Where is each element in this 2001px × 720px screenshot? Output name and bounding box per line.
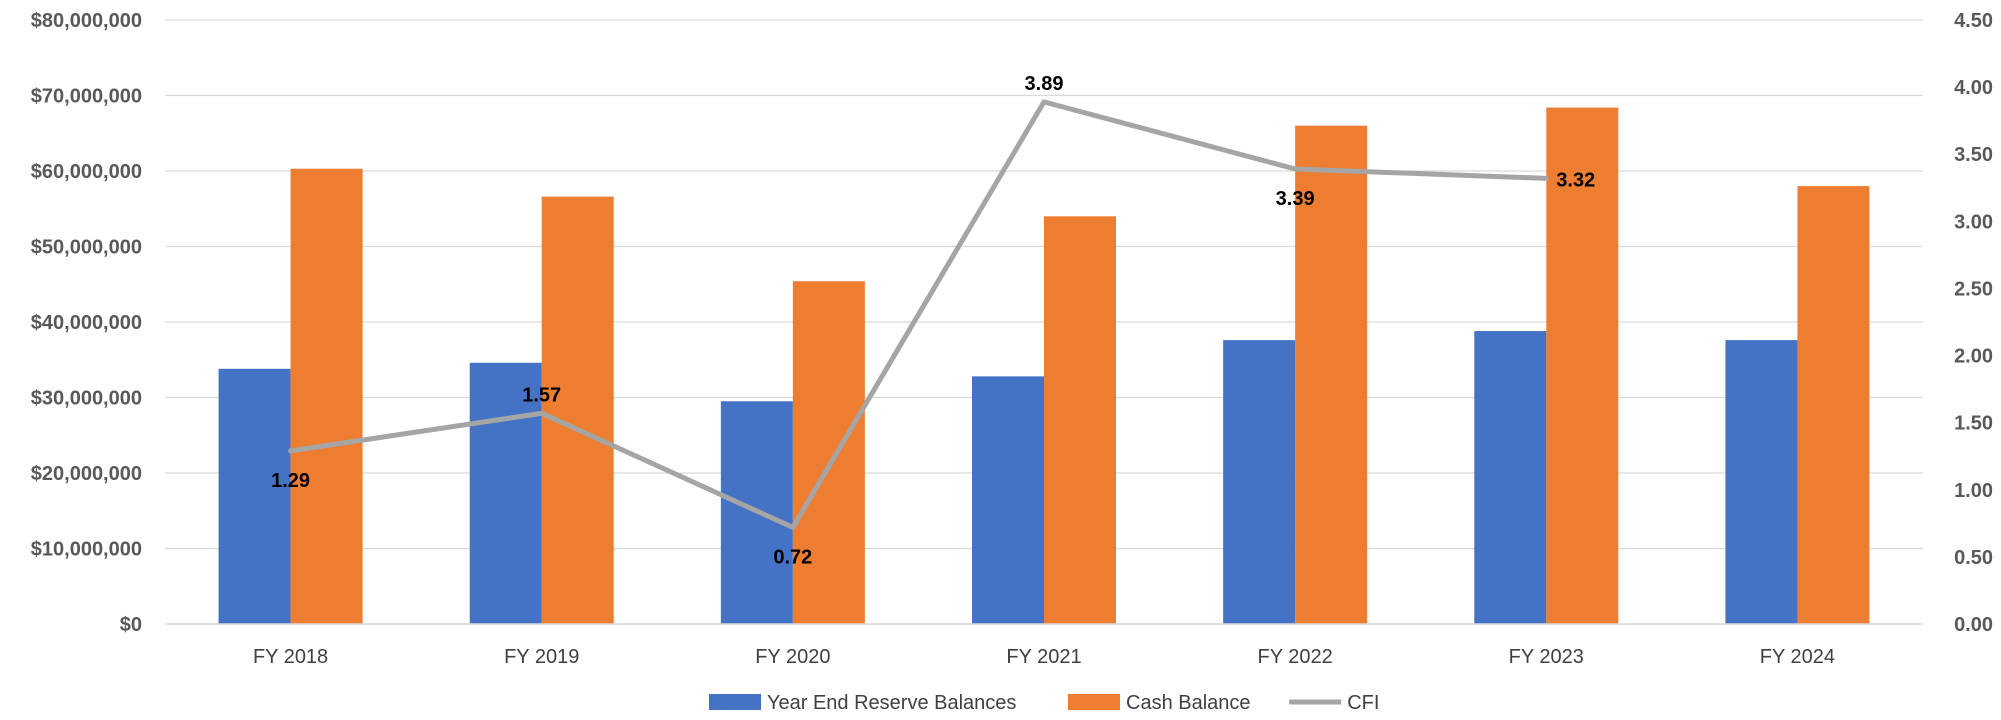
right-tick-label: 0.00 (1954, 614, 1993, 636)
legend-label: Cash Balance (1126, 692, 1251, 714)
right-tick-label: 4.00 (1954, 77, 1993, 99)
right-tick-label: 1.00 (1954, 480, 1993, 502)
legend-swatch-cash (1068, 694, 1120, 710)
cash-balance-bar (1546, 107, 1619, 624)
left-tick-label: $10,000,000 (31, 539, 142, 561)
legend-label: Year End Reserve Balances (767, 692, 1016, 714)
x-tick-label: FY 2022 (1258, 646, 1333, 668)
right-tick-label: 0.50 (1954, 547, 1993, 569)
x-tick-label: FY 2020 (755, 646, 830, 668)
x-axis-ticks: FY 2018 FY 2019 FY 2020 FY 2021 FY 2022 FY 20… (253, 646, 1835, 668)
bar-series (218, 107, 1870, 625)
x-tick-label: FY 2023 (1509, 646, 1584, 668)
reserve-balance-bar (469, 362, 542, 624)
right-tick-label: 2.50 (1954, 278, 1993, 300)
line-data-labels: 1.29 1.57 0.72 3.89 3.39 3.32 (271, 73, 1595, 568)
right-tick-label: 2.00 (1954, 346, 1993, 368)
cash-balance-bar (1295, 125, 1368, 624)
legend-label: CFI (1347, 692, 1379, 714)
line-series (288, 99, 1549, 530)
legend: Year End Reserve Balances Cash Balance CFI (709, 692, 1379, 714)
cash-balance-bar (290, 168, 363, 625)
cfi-line (288, 99, 1549, 530)
cash-balance-bar (1044, 216, 1116, 625)
cash-balance-bar (1797, 186, 1870, 624)
x-tick-label: FY 2019 (504, 646, 579, 668)
cfi-data-label: 1.57 (522, 384, 561, 406)
left-tick-label: $70,000,000 (31, 86, 142, 108)
left-axis-ticks: $0 $10,000,000 $20,000,000 $30,000,000 $40,0… (31, 10, 142, 636)
cash-balance-bar (792, 281, 865, 624)
x-tick-label: FY 2021 (1006, 646, 1081, 668)
cfi-data-label: 1.29 (271, 470, 310, 492)
reserve-balance-bar (972, 376, 1044, 624)
left-tick-label: $30,000,000 (31, 388, 142, 410)
left-tick-label: $20,000,000 (31, 463, 142, 485)
left-tick-label: $0 (120, 614, 142, 636)
reserve-balance-bar (1725, 340, 1798, 624)
left-tick-label: $40,000,000 (31, 312, 142, 334)
left-tick-label: $60,000,000 (31, 161, 142, 183)
reserve-balance-bar (1223, 340, 1296, 624)
left-tick-label: $80,000,000 (31, 10, 142, 32)
right-tick-label: 3.00 (1954, 211, 1993, 233)
right-tick-label: 1.50 (1954, 413, 1993, 435)
left-tick-label: $50,000,000 (31, 237, 142, 259)
reserve-balance-bar (218, 368, 291, 624)
x-tick-label: FY 2024 (1760, 646, 1835, 668)
cfi-data-label: 3.39 (1276, 188, 1315, 210)
cfi-data-label: 3.32 (1556, 169, 1595, 191)
cfi-data-label: 3.89 (1025, 73, 1064, 95)
cash-balance-bar (541, 196, 614, 625)
reserve-balance-bar (1474, 331, 1547, 624)
x-tick-label: FY 2018 (253, 646, 328, 668)
right-tick-label: 3.50 (1954, 144, 1993, 166)
legend-swatch-reserve (709, 694, 761, 710)
right-axis-ticks: 0.00 0.50 1.00 1.50 2.00 2.50 3.00 3.50 4.00 4.50 (1954, 10, 1993, 636)
cfi-data-label: 0.72 (773, 546, 812, 568)
right-tick-label: 4.50 (1954, 10, 1993, 32)
